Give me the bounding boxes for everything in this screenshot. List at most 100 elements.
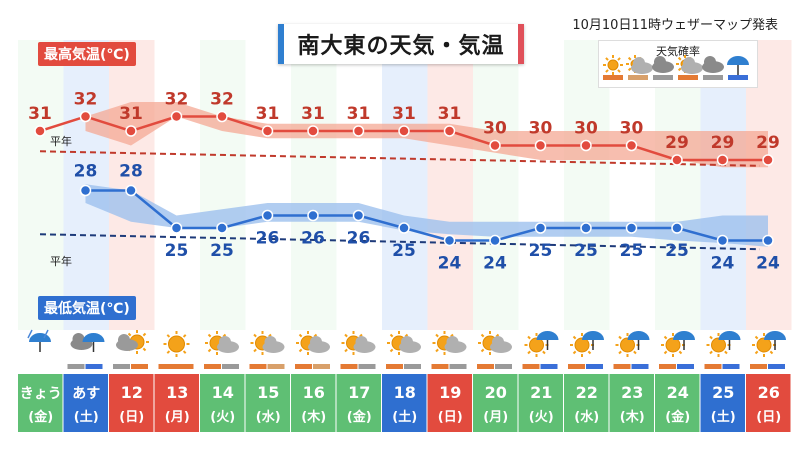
weekday-label: (日) — [119, 410, 144, 425]
high-temp-label: 最高気温(℃) — [38, 42, 136, 66]
low-temp-label: 24 — [756, 254, 780, 274]
cloud-shape — [355, 336, 368, 348]
high-temp-point — [398, 125, 410, 137]
sun-ray — [127, 332, 132, 337]
legend-umbrella-icon — [727, 56, 749, 75]
high-temp-label: 32 — [165, 90, 189, 110]
sun-ray — [627, 56, 632, 61]
sun-shape — [607, 59, 619, 71]
normal-high-label: 平年 — [50, 135, 72, 148]
probability-bar — [477, 364, 494, 369]
date-label: 26 — [758, 383, 780, 402]
weekday-label: (水) — [574, 409, 599, 425]
sun-ray — [542, 350, 546, 355]
probability-bar — [768, 364, 785, 369]
low-temp-label: 25 — [574, 241, 598, 261]
probability-bar — [386, 364, 403, 369]
legend-sun-cloud-icon — [626, 55, 653, 74]
sun-ray — [587, 350, 592, 355]
weekday-label: (火) — [210, 410, 235, 425]
normal-high-line — [39, 150, 761, 167]
low-temp-point — [671, 222, 683, 234]
sun-ray — [480, 333, 485, 338]
low-temp-label: 28 — [74, 162, 98, 182]
low-temp-point — [716, 234, 729, 247]
cloud-shape — [118, 334, 130, 346]
sun-shape — [529, 337, 544, 353]
cloud-shape — [492, 336, 504, 348]
sun-ray — [618, 350, 622, 355]
probability-bar — [222, 364, 239, 369]
probability-bar — [613, 364, 631, 369]
date-label: 25 — [712, 383, 734, 402]
low-temp-point — [216, 222, 228, 234]
sun-ray — [627, 67, 632, 72]
cloud-umbrella-icon — [70, 333, 105, 352]
date-label: 12 — [121, 383, 143, 402]
high-temp-range-band — [85, 102, 768, 168]
sun-ray — [142, 332, 147, 337]
low-temp-point — [762, 234, 774, 247]
sun-ray — [663, 350, 668, 355]
normal-low-label: 平年 — [50, 255, 72, 268]
day-column-bg — [473, 40, 519, 330]
cloud-shape — [219, 336, 231, 348]
high-temp-point — [79, 110, 92, 123]
day-column-bg — [700, 40, 746, 330]
legend-color-swatch — [653, 75, 673, 80]
sun-ray — [298, 333, 303, 338]
sun-ray — [389, 333, 394, 338]
high-temp-point — [671, 154, 683, 166]
umbrella-shape — [727, 56, 749, 65]
sun-ray — [480, 348, 485, 353]
day-column-bg — [609, 40, 655, 330]
umbrella-icon — [27, 329, 51, 352]
sun-ray — [344, 348, 348, 353]
cloud-shape — [72, 333, 85, 345]
high-temp-label: 31 — [256, 104, 280, 124]
weekday-label: (日) — [756, 410, 781, 425]
low-temp-label: 25 — [165, 241, 189, 261]
date-label: 18 — [394, 383, 416, 402]
sun-ray — [527, 350, 531, 355]
cloud-shape — [264, 336, 277, 348]
high-temp-label: 29 — [711, 133, 735, 153]
high-temp-label: 30 — [574, 119, 598, 139]
low-temp-label: 24 — [438, 254, 462, 274]
weekday-label: (土) — [711, 409, 736, 425]
high-temp-point — [534, 139, 547, 152]
sun-cloud-icon — [250, 331, 285, 355]
high-temp-point — [352, 125, 365, 137]
cloud-shape — [683, 57, 695, 69]
sun-ray — [344, 333, 348, 338]
sun-ray — [142, 347, 147, 352]
probability-bar — [85, 364, 103, 369]
date-label: あす — [72, 386, 100, 402]
date-label: 22 — [576, 383, 598, 402]
high-temp-point — [489, 139, 501, 152]
sun-umbrella-icon — [752, 331, 786, 357]
cloud-shape — [401, 336, 413, 348]
sun-ray — [572, 335, 577, 340]
low-temp-point — [625, 222, 638, 234]
date-cell — [746, 374, 791, 432]
high-temp-point — [580, 139, 592, 152]
probability-bar — [568, 364, 585, 369]
issued-time: 10月10日11時ウェザーマップ発表 — [572, 18, 778, 33]
low-temp-label: 24 — [483, 254, 507, 274]
high-temp-point — [443, 125, 456, 137]
day-column-bg — [746, 40, 792, 330]
sun-ray — [253, 333, 257, 338]
sun-ray — [769, 350, 774, 355]
low-temp-range-band — [85, 184, 768, 247]
day-column-bg — [336, 40, 382, 330]
day-column-bg — [518, 40, 564, 330]
date-cell — [154, 374, 199, 432]
sun-cloud-icon — [432, 331, 467, 355]
probability-bar — [404, 364, 421, 369]
high-temp-point — [625, 139, 638, 152]
date-label: 20 — [485, 383, 507, 402]
sun-umbrella-icon — [615, 331, 650, 357]
